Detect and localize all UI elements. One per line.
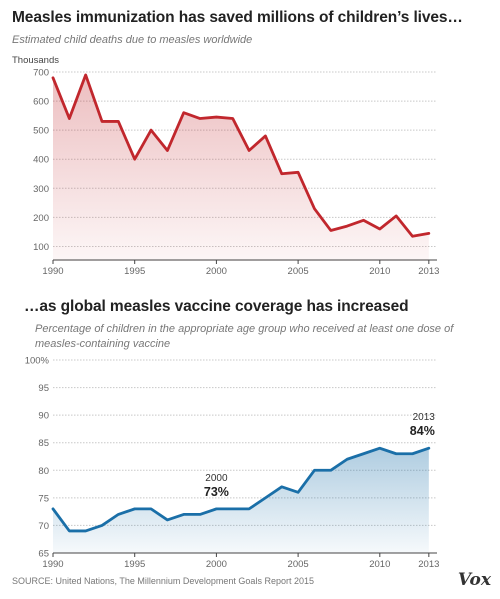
y-tick-label: 75	[38, 493, 49, 504]
series-line	[51, 73, 431, 238]
x-tick-label: 2000	[206, 266, 227, 277]
measles-deaths-chart: 100 200 300 400 500 600 700 1990 1995 2000 2005 201…	[12, 55, 439, 277]
x-tick-label: 2013	[418, 559, 439, 570]
x-tick-label: 2005	[288, 559, 309, 570]
annotation-year: 2013	[413, 412, 436, 423]
y-tick-label: 100%	[25, 356, 50, 367]
annotation-value: 73%	[204, 485, 229, 499]
y-tick-label: 85	[38, 438, 49, 449]
x-tick-label: 2005	[288, 266, 309, 277]
series-area	[53, 448, 429, 553]
y-tick-label: 65	[38, 549, 49, 560]
y-axis-label: Thousands	[12, 55, 59, 66]
chart-2-title: …as global measles vaccine coverage has …	[24, 298, 409, 315]
y-tick-label: 90	[38, 411, 49, 422]
y-tick-label: 500	[33, 126, 49, 137]
y-tick-label: 100	[33, 242, 49, 253]
annotation-value: 84%	[410, 424, 435, 438]
vaccine-coverage-chart: 65 70 75 80 85 90 95 100% 1990 1995 2000 2005 2010 20…	[25, 356, 440, 571]
x-tick-label: 2010	[369, 266, 390, 277]
x-tick-label: 1995	[124, 559, 145, 570]
series-line	[51, 446, 431, 533]
annotation-year: 2000	[205, 473, 228, 484]
y-tick-label: 200	[33, 213, 49, 224]
x-tick-label: 1990	[42, 559, 63, 570]
y-tick-label: 80	[38, 466, 49, 477]
x-tick-label: 2000	[206, 559, 227, 570]
chart-1-title: Measles immunization has saved millions …	[12, 9, 463, 26]
chart-1-subtitle: Estimated child deaths due to measles wo…	[12, 34, 253, 46]
x-tick-label: 1995	[124, 266, 145, 277]
vox-logo: Vox	[457, 570, 491, 590]
y-tick-label: 300	[33, 184, 49, 195]
y-tick-label: 95	[38, 383, 49, 394]
x-tick-label: 2010	[369, 559, 390, 570]
chart-2-subtitle: Percentage of children in the appropriat…	[35, 323, 454, 350]
y-tick-label: 70	[38, 521, 49, 532]
y-tick-label: 700	[33, 68, 49, 79]
source-note: SOURCE: United Nations, The Millennium D…	[12, 576, 314, 586]
x-tick-label: 1990	[42, 266, 63, 277]
x-tick-label: 2013	[418, 266, 439, 277]
y-tick-label: 400	[33, 155, 49, 166]
series-area	[53, 74, 429, 262]
y-tick-label: 600	[33, 97, 49, 108]
